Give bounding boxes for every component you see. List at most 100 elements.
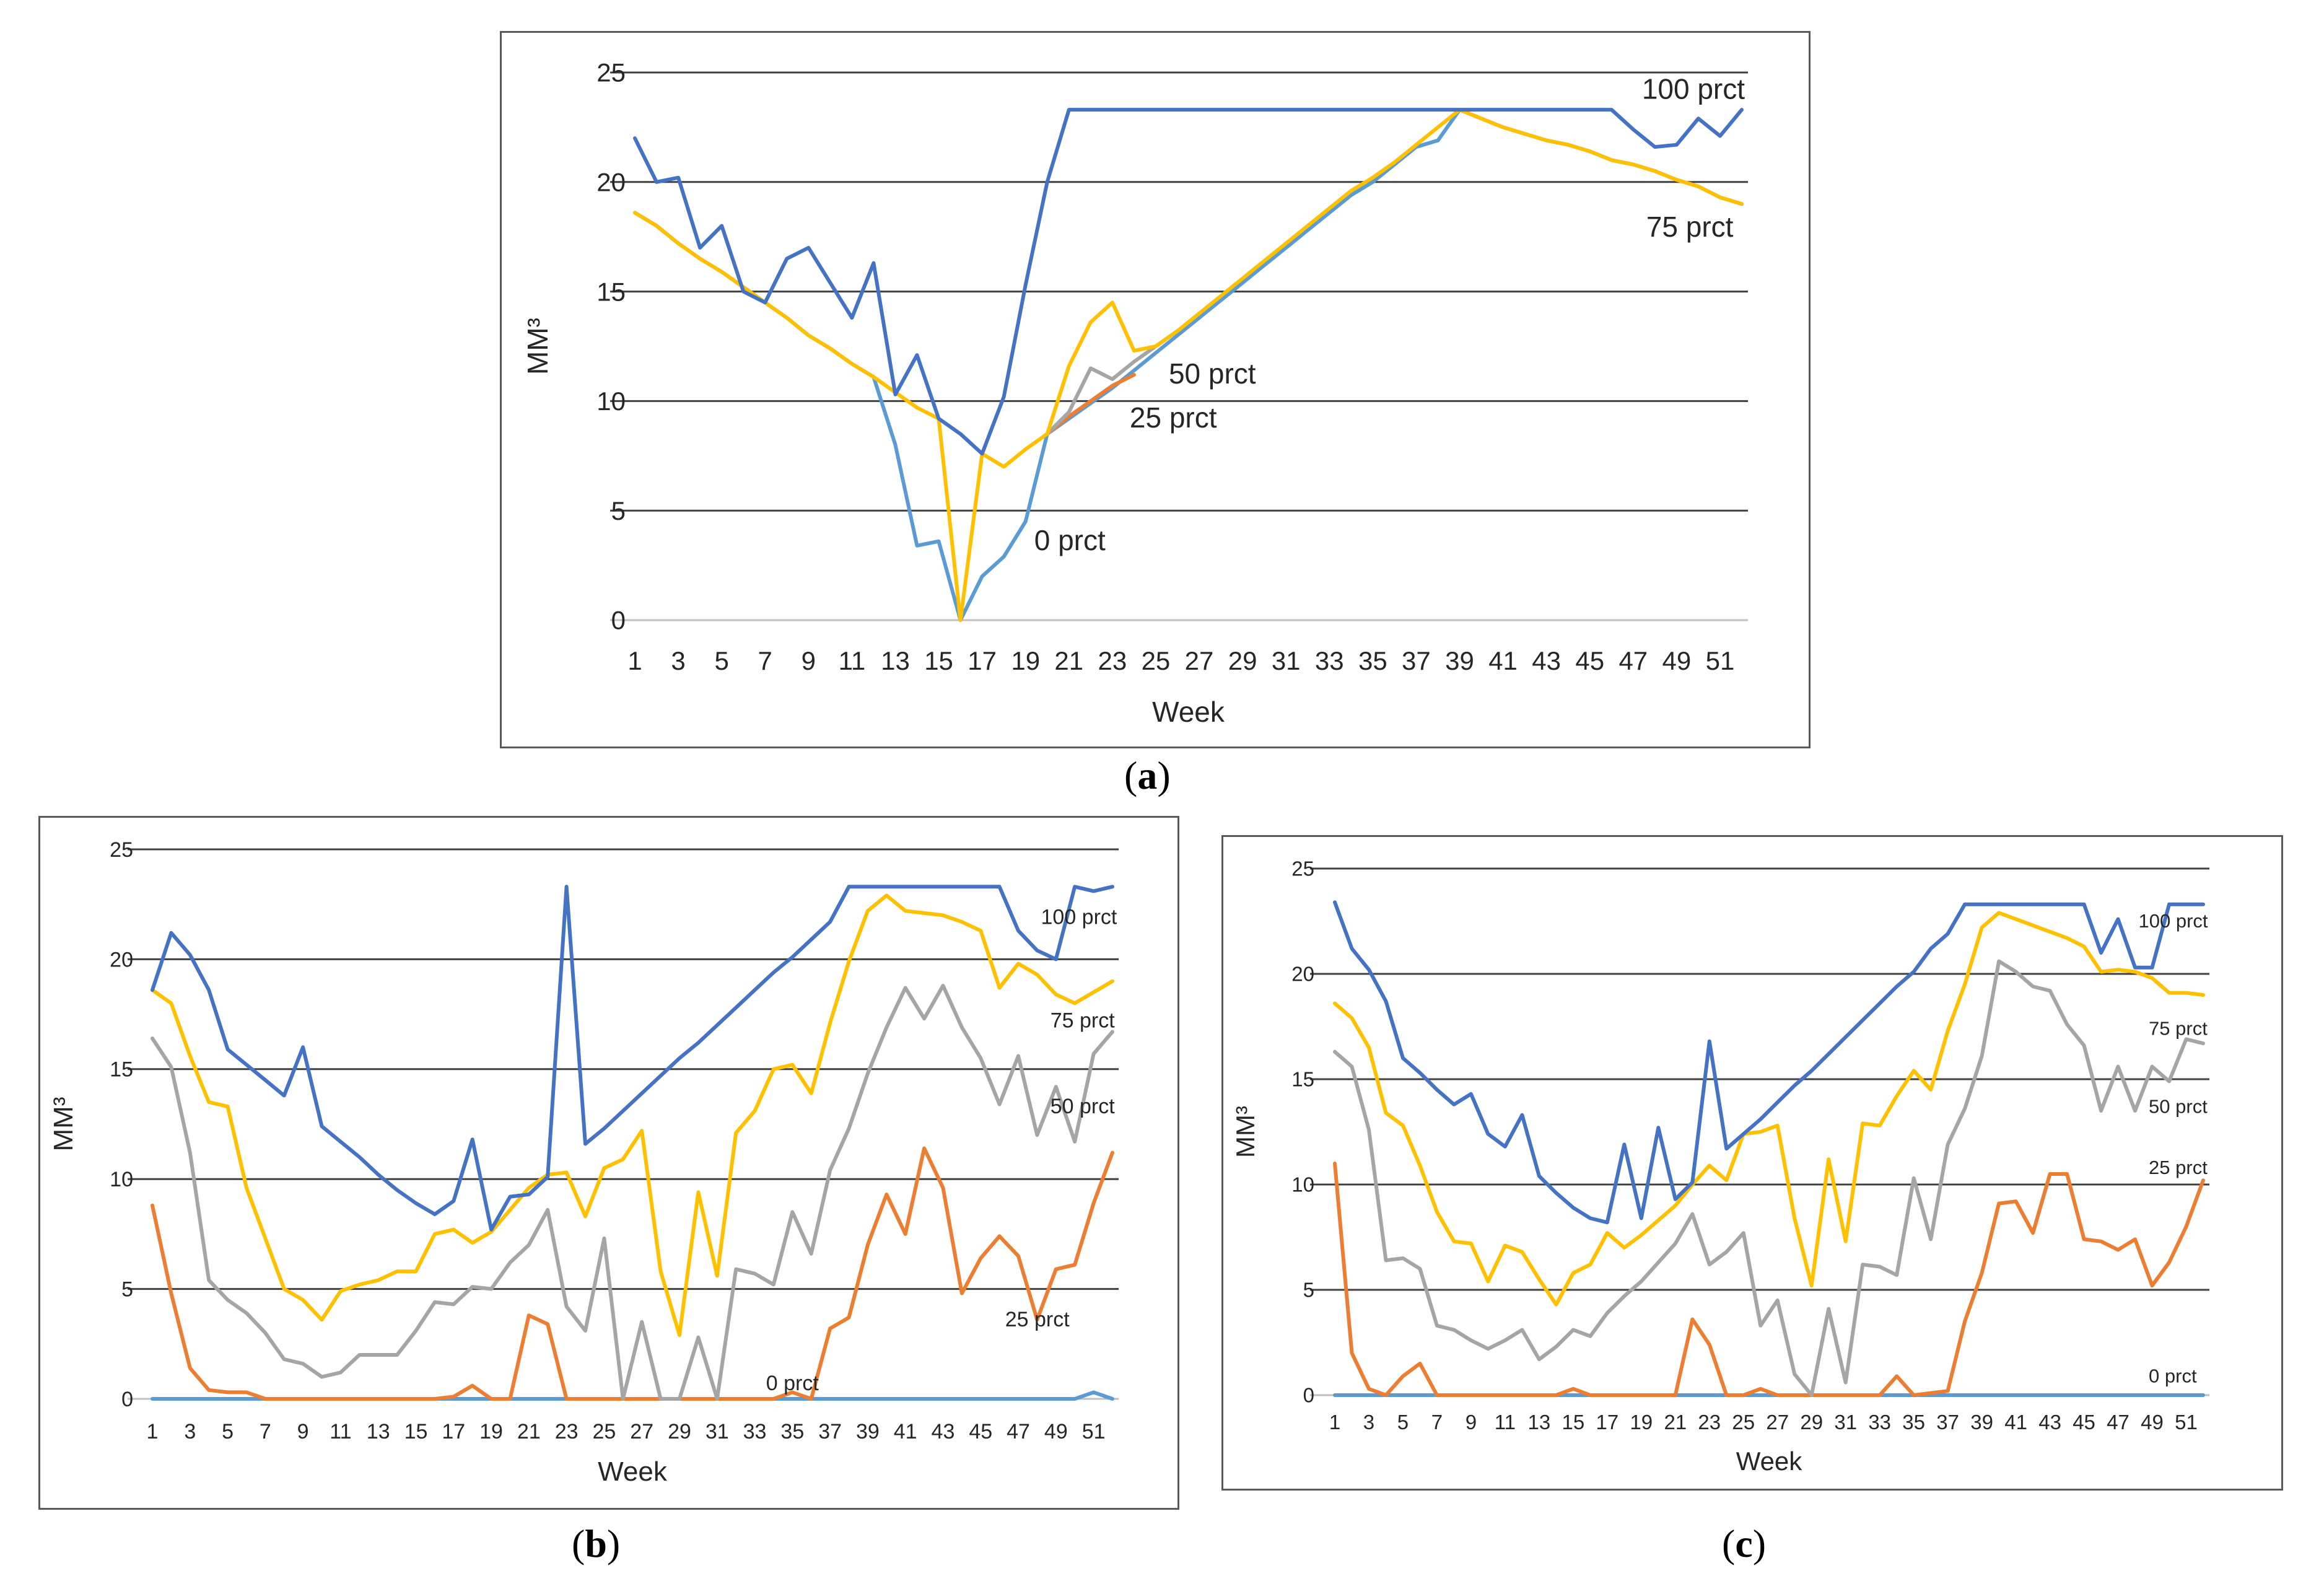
x-tick-label: 9 (297, 1420, 309, 1443)
x-tick-label: 35 (1902, 1411, 1925, 1434)
x-tick-label: 15 (924, 646, 953, 675)
x-tick-label: 41 (1488, 646, 1518, 675)
x-tick-label: 25 (1142, 646, 1171, 675)
x-tick-label: 9 (802, 646, 816, 675)
x-tick-label: 13 (1528, 1411, 1551, 1434)
x-tick-label: 39 (856, 1420, 880, 1443)
x-tick-label: 21 (1664, 1411, 1687, 1434)
x-tick-label: 37 (1936, 1411, 1959, 1434)
series-line-25-prct (1045, 373, 1136, 436)
x-tick-label: 35 (780, 1420, 804, 1443)
series-line-75-prct (1333, 911, 2205, 1307)
y-tick-label: 5 (611, 496, 626, 525)
x-tick-label: 51 (2175, 1411, 2198, 1434)
chart-panel-b: 0 5 10 15 20 25 1 3 5 7 9 11 13 15 17 19 21 23 25 27 29 31 33 3… (38, 816, 1179, 1510)
x-tick-label: 47 (2107, 1411, 2130, 1434)
y-tick-label: 15 (1291, 1068, 1314, 1091)
x-tick-label: 31 (1272, 646, 1301, 675)
x-tick-label: 31 (706, 1420, 729, 1443)
caption-c: (c) (1722, 1522, 1767, 1566)
x-tick-label: 47 (1007, 1420, 1030, 1443)
x-tick-label: 27 (630, 1420, 653, 1443)
y-tick-label: 0 (611, 606, 626, 635)
series-label: 25 prct (1130, 401, 1217, 434)
x-tick-label: 45 (2073, 1411, 2095, 1434)
series-label: 0 prct (766, 1372, 819, 1395)
x-tick-label: 13 (367, 1420, 390, 1443)
series-label: 75 prct (2149, 1018, 2208, 1040)
x-tick-label: 19 (479, 1420, 503, 1443)
series-label: 75 prct (1051, 1009, 1115, 1032)
x-tick-label: 51 (1706, 646, 1735, 675)
x-tick-label: 25 (1732, 1411, 1755, 1434)
y-tick-label: 0 (121, 1388, 133, 1411)
y-tick-label: 0 (1303, 1384, 1314, 1407)
x-tick-label: 41 (2004, 1411, 2027, 1434)
y-tick-label: 25 (1291, 857, 1314, 880)
x-tick-label: 39 (1970, 1411, 1993, 1434)
series-line-100-prct (1333, 900, 2205, 1225)
x-tick-label: 43 (2038, 1411, 2061, 1434)
x-tick-label: 35 (1358, 646, 1387, 675)
series-line-50-prct (1333, 959, 2205, 1397)
x-tick-label: 3 (184, 1420, 196, 1443)
x-tick-label: 25 (592, 1420, 616, 1443)
y-tick-label: 5 (121, 1278, 133, 1302)
y-tick-label: 10 (110, 1168, 133, 1191)
series-label: 100 prct (2139, 910, 2208, 932)
x-tick-label: 41 (894, 1420, 917, 1443)
x-tick-label: 17 (1596, 1411, 1618, 1434)
x-tick-label: 39 (1445, 646, 1474, 675)
x-tick-label: 1 (1329, 1411, 1340, 1434)
x-tick-label: 3 (1363, 1411, 1374, 1434)
series-label: 50 prct (1169, 357, 1256, 390)
x-tick-label: 33 (1315, 646, 1344, 675)
x-tick-label: 31 (1834, 1411, 1857, 1434)
series-label: 0 prct (1034, 524, 1106, 556)
y-tick-label: 25 (110, 838, 133, 862)
x-tick-label: 29 (1800, 1411, 1823, 1434)
x-axis-label: Week (1152, 696, 1225, 728)
series-label: 100 prct (1642, 72, 1745, 105)
y-tick-label: 15 (110, 1058, 133, 1082)
x-tick-label: 51 (1082, 1420, 1106, 1443)
series-label: 25 prct (2149, 1157, 2208, 1178)
y-tick-label: 25 (596, 58, 626, 87)
x-tick-label: 11 (330, 1420, 351, 1443)
x-tick-label: 21 (1054, 646, 1083, 675)
x-tick-label: 7 (1431, 1411, 1443, 1434)
y-tick-label: 20 (110, 948, 133, 971)
y-tick-label: 20 (1291, 963, 1314, 986)
x-tick-label: 45 (1575, 646, 1604, 675)
caption-a: (a) (1124, 753, 1171, 797)
x-tick-label: 33 (743, 1420, 767, 1443)
series-line-50-prct (151, 984, 1114, 1401)
x-tick-label: 5 (1397, 1411, 1409, 1434)
series-line-75-prct (633, 108, 1744, 622)
x-tick-label: 9 (1466, 1411, 1477, 1434)
x-tick-label: 37 (818, 1420, 842, 1443)
x-tick-label: 17 (968, 646, 997, 675)
x-tick-label: 5 (714, 646, 728, 675)
x-tick-label: 33 (1868, 1411, 1891, 1434)
x-tick-label: 17 (442, 1420, 465, 1443)
x-tick-label: 11 (1495, 1411, 1516, 1434)
x-tick-label: 21 (517, 1420, 541, 1443)
y-tick-label: 10 (1291, 1173, 1314, 1196)
chart-panel-a: 0 5 10 15 20 25 1 3 5 7 9 11 13 15 17 19 21 23 25 27 29 31 33 3… (500, 31, 1811, 748)
x-tick-label: 3 (671, 646, 685, 675)
x-tick-label: 49 (2141, 1411, 2164, 1434)
y-tick-label: 5 (1303, 1279, 1314, 1302)
x-axis-label: Week (1736, 1447, 1803, 1476)
y-tick-label: 15 (596, 277, 626, 306)
x-axis-label: Week (598, 1456, 668, 1487)
x-tick-label: 1 (627, 646, 642, 675)
series-line-100-prct (633, 108, 1744, 456)
x-tick-label: 29 (668, 1420, 691, 1443)
x-tick-label: 45 (969, 1420, 992, 1443)
y-tick-label: 20 (596, 168, 626, 197)
series-line-100-prct (151, 885, 1114, 1232)
